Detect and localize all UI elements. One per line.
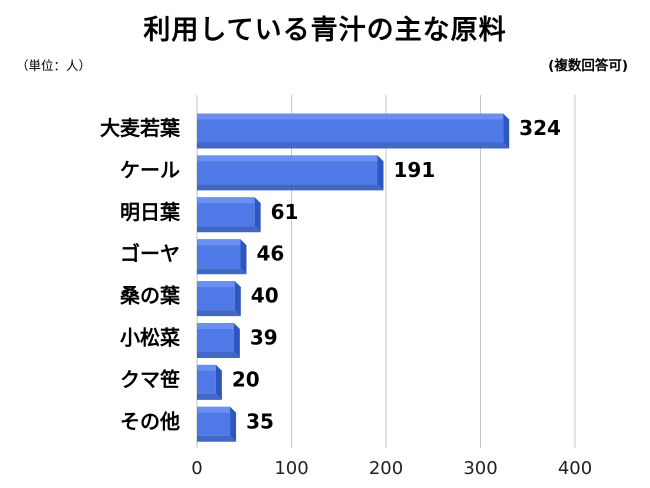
bar-side-face: [234, 281, 241, 317]
data-label: 20: [232, 367, 260, 391]
bar-top-face: [197, 239, 247, 246]
bar-top-face: [197, 323, 240, 329]
data-label: 324: [519, 116, 561, 140]
bar-top-face: [197, 197, 261, 204]
category-label: クマ笹: [120, 367, 180, 391]
data-label: 40: [251, 284, 279, 308]
category-label: 小松菜: [120, 326, 180, 350]
bar-side-face: [215, 364, 222, 400]
data-label: 61: [271, 200, 299, 224]
bar: [197, 364, 216, 394]
category-label: ケール: [120, 158, 180, 182]
bar-side-face: [240, 239, 247, 275]
bar-bottom-face: [197, 435, 237, 442]
bar-bottom-face: [197, 226, 261, 233]
x-tick-label: 200: [369, 458, 403, 479]
bar-bottom-face: [197, 393, 222, 400]
x-tick-label: 400: [558, 458, 592, 479]
bar-top-face: [197, 113, 510, 120]
data-label: 46: [256, 242, 284, 266]
bar-side-face: [503, 113, 510, 149]
bar-bottom-face: [197, 184, 384, 191]
bar-side-face: [254, 197, 261, 233]
data-label: 35: [246, 409, 274, 433]
category-label: 大麦若葉: [100, 116, 181, 140]
bar-top-face: [197, 155, 384, 162]
bar-top-face: [197, 406, 237, 413]
unit-note: （単位：人）: [16, 58, 92, 73]
category-label: その他: [120, 409, 180, 433]
bar-top-face: [197, 281, 241, 288]
chart-title: 利用している青汁の主な原料: [143, 15, 507, 46]
bar-side-face: [377, 155, 384, 191]
bar-bottom-face: [197, 142, 510, 149]
category-label: 明日葉: [120, 200, 181, 224]
bar-bottom-face: [197, 310, 241, 317]
bar-side-face: [233, 323, 240, 358]
bar-bottom-face: [197, 268, 247, 275]
x-tick-label: 300: [463, 458, 497, 479]
x-tick-label: 0: [191, 458, 202, 479]
bar-bottom-face: [197, 352, 240, 358]
data-label: 191: [393, 158, 435, 182]
bar-top-face: [197, 364, 222, 371]
multiple-answer-note: (複数回答可): [548, 58, 628, 74]
category-label: ゴーヤ: [120, 242, 180, 266]
category-label: 桑の葉: [120, 284, 181, 308]
x-tick-label: 100: [274, 458, 308, 479]
data-label: 39: [250, 326, 278, 350]
bar-side-face: [230, 406, 237, 442]
